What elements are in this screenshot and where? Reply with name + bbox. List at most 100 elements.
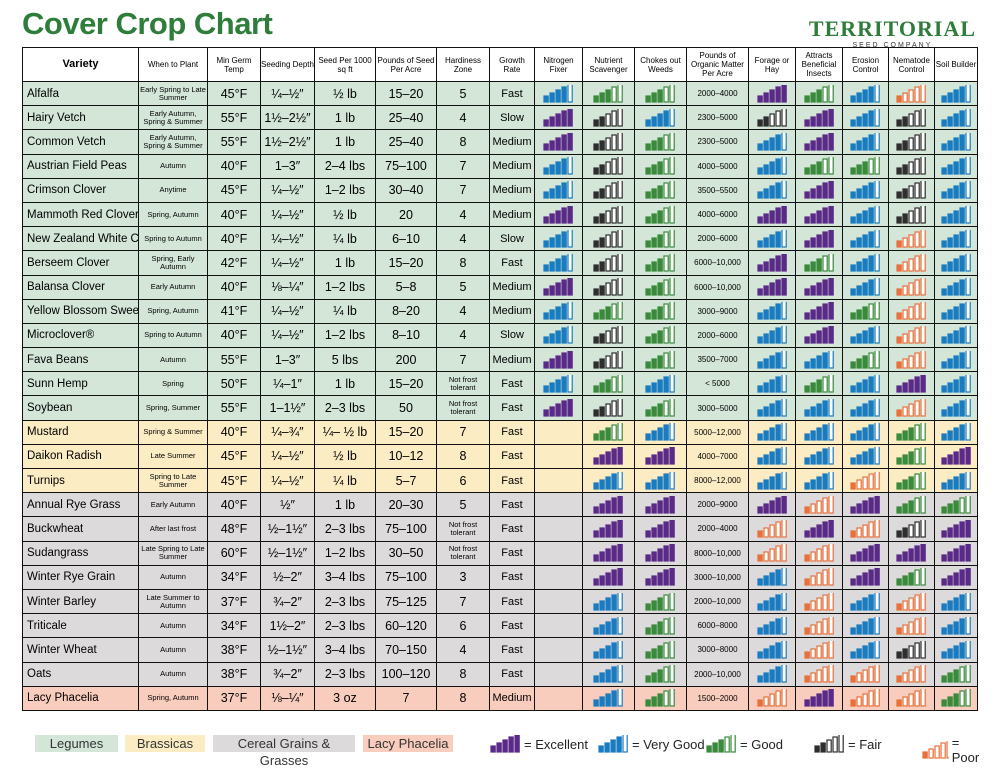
rating-bar <box>896 627 902 635</box>
rating-bar <box>768 621 775 635</box>
group-legend: Cereal Grains & Grasses <box>213 735 355 768</box>
rating-bar <box>874 229 880 248</box>
rating-icon <box>543 253 573 272</box>
rating-bar <box>862 693 868 707</box>
growth-cell: Fast <box>489 564 535 590</box>
rating-icon <box>896 108 926 127</box>
rating-bar <box>543 143 549 151</box>
rating-bar <box>617 181 623 199</box>
rating-bar <box>952 572 959 586</box>
logo-text: TERRITORIAL <box>808 16 976 41</box>
rating-bar <box>611 134 617 151</box>
rating-bar <box>756 215 763 224</box>
rating-bar <box>958 448 965 466</box>
rating-bar <box>605 330 611 345</box>
rating-bar <box>914 618 920 635</box>
when-cell: Spring, Early Autumn <box>138 250 208 276</box>
rating-bar <box>645 215 651 224</box>
rating-bar <box>599 212 605 224</box>
rating-bar <box>567 181 573 199</box>
rating-bar <box>555 113 561 127</box>
rating-bar <box>645 457 651 466</box>
rating-bar <box>645 312 651 320</box>
rating-icon <box>803 665 834 683</box>
rating-bar <box>645 699 651 707</box>
rating-bar <box>896 530 902 538</box>
column-header: Chokes out Weeds <box>634 47 687 82</box>
rating-bar <box>946 333 953 345</box>
rating-icon <box>756 278 787 296</box>
rating-icon <box>803 205 834 224</box>
rating-bar <box>593 264 599 272</box>
rating-bar <box>669 181 675 199</box>
rating-cell <box>748 298 796 324</box>
rating-bar <box>611 448 617 466</box>
rating-bar <box>958 424 965 441</box>
rating-bar <box>561 279 567 296</box>
rating-bar <box>599 624 605 635</box>
rating-icon <box>896 84 926 103</box>
rating-icon <box>803 229 834 248</box>
rating-bar <box>809 382 816 393</box>
rating-bar <box>920 544 926 562</box>
rating-bar <box>605 500 611 514</box>
rating-bar <box>657 572 663 586</box>
seed-1000-cell: 1–2 lbs <box>314 540 376 566</box>
rating-bar <box>669 519 675 538</box>
rating-bar <box>821 521 828 538</box>
rating-bar <box>914 569 920 586</box>
rating-bar <box>868 642 874 659</box>
rating-bar <box>611 376 617 393</box>
rating-bar <box>645 167 651 175</box>
rating-bar <box>651 406 657 417</box>
rating-bar <box>896 143 902 151</box>
rating-bar <box>657 548 663 562</box>
rating-cell <box>748 467 796 494</box>
growth-cell: Fast <box>489 371 535 397</box>
when-cell: Spring & Summer <box>138 419 208 445</box>
rating-bar <box>815 572 822 586</box>
rating-bar <box>774 690 781 707</box>
rating-bar <box>599 237 605 248</box>
crop-row: Oats Autumn 38°F ¾–2″ 2–3 lbs 100–120 8 Fast 200… <box>22 661 978 687</box>
depth-cell: 1–3″ <box>260 347 315 373</box>
rating-cell <box>795 588 843 615</box>
rating-bar <box>549 261 555 272</box>
rating-bar <box>902 116 908 127</box>
rating-icon <box>543 108 573 127</box>
rating-bar <box>555 330 561 345</box>
rating-bar <box>920 568 926 586</box>
rating-cell <box>634 685 687 711</box>
when-cell: Late Spring to Late Summer <box>138 540 208 566</box>
organic-matter-cell: 2000–4000 <box>686 80 749 107</box>
rating-cell <box>582 322 635 349</box>
rating-bar <box>874 399 880 417</box>
rating-bar <box>920 302 926 320</box>
rating-bar <box>952 693 959 707</box>
rating-icon <box>756 519 787 538</box>
rating-bar <box>599 672 605 683</box>
rating-bar <box>952 475 959 490</box>
when-cell: Late Summer to Autumn <box>138 588 208 615</box>
rating-bar <box>874 423 880 441</box>
rating-bar <box>908 88 914 103</box>
rating-bar <box>756 336 763 345</box>
rating-icon <box>593 495 623 514</box>
rating-icon <box>803 423 834 441</box>
rating-icon <box>803 544 834 562</box>
rating-bar <box>940 699 947 707</box>
rating-bar <box>663 303 669 320</box>
variety-cell: Balansa Clover <box>22 274 139 300</box>
rating-icon <box>803 350 834 369</box>
rating-bar <box>645 240 651 248</box>
rating-bar <box>908 500 914 514</box>
crop-row: Winter Wheat Autumn 38°F ½–1½″ 3–4 lbs 70–150… <box>22 637 978 663</box>
variety-cell: Winter Rye Grain <box>22 564 139 590</box>
depth-cell: ¼–½″ <box>260 250 315 276</box>
rating-icon <box>896 544 926 562</box>
rating-bar <box>599 478 605 490</box>
rating-icon <box>803 132 834 151</box>
rating-cell <box>634 298 687 324</box>
rating-bar <box>762 164 769 175</box>
